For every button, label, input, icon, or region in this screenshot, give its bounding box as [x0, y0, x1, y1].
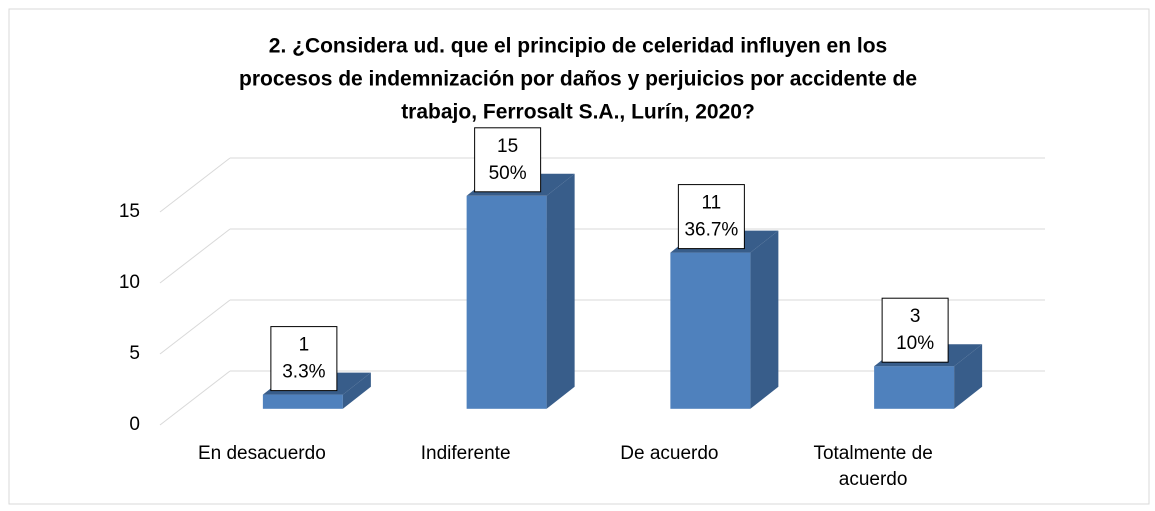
x-tick-label: acuerdo — [839, 469, 908, 490]
grid-line — [159, 370, 231, 426]
chart-title: procesos de indemnización por daños y pe… — [239, 68, 917, 91]
x-tick-label: En desacuerdo — [198, 443, 326, 464]
bar-side — [954, 344, 983, 409]
data-label-box — [270, 326, 338, 392]
data-label-box — [474, 127, 542, 193]
data-label-box — [881, 297, 949, 363]
chart-frame — [8, 8, 1150, 505]
data-label-box — [677, 184, 745, 250]
y-tick-label: 15 — [119, 201, 140, 222]
data-label: 15 — [497, 136, 518, 157]
y-tick-label: 10 — [119, 272, 140, 293]
data-label: 3.3% — [282, 362, 325, 383]
data-label: 3 — [910, 306, 921, 327]
y-tick-label: 5 — [129, 343, 140, 364]
grid-line — [159, 299, 231, 355]
x-tick-label: De acuerdo — [620, 443, 718, 464]
grid-line — [159, 157, 231, 213]
data-label: 10% — [896, 333, 934, 354]
data-label: 11 — [702, 193, 722, 214]
bar — [262, 394, 343, 409]
bar-side — [546, 173, 575, 409]
chart-title: trabajo, Ferrosalt S.A., Lurín, 2020? — [401, 101, 755, 124]
x-tick-label: Indiferente — [421, 443, 511, 464]
data-label: 50% — [489, 163, 527, 184]
y-tick-label: 0 — [129, 414, 140, 435]
bar-side — [750, 230, 779, 409]
grid-line — [159, 228, 231, 284]
bar-side — [342, 372, 371, 409]
data-label: 1 — [299, 335, 310, 356]
bar — [670, 252, 751, 409]
bar — [874, 366, 955, 409]
bar — [466, 195, 547, 409]
chart-title: 2. ¿Considera ud. que el principio de ce… — [269, 35, 887, 58]
data-label: 36.7% — [684, 220, 738, 241]
x-tick-label: Totalmente de — [813, 443, 932, 464]
